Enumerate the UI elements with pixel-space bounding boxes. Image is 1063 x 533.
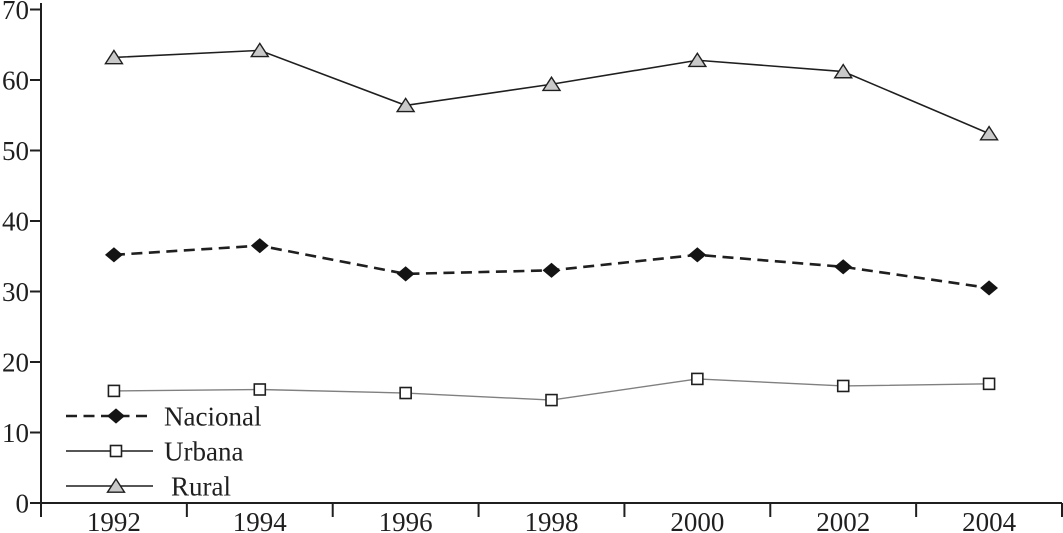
series-urbana-point-1992-square-marker — [107, 384, 121, 398]
legend-label-urbana: Urbana — [164, 436, 243, 466]
y-axis-tick-label: 30 — [2, 277, 29, 307]
series-nacional-point-2002-diamond-marker — [834, 259, 853, 275]
series-nacional-point-1994-diamond-marker — [250, 238, 269, 254]
legend-label-nacional: Nacional — [164, 401, 261, 431]
series-nacional-point-1992-diamond-marker — [105, 247, 123, 263]
legend-label-rural: Rural — [171, 471, 231, 501]
series-rural-point-1992-triangle-marker — [104, 49, 124, 65]
x-axis-tick-label: 1992 — [87, 507, 141, 533]
series-nacional-point-1996-diamond-marker — [396, 266, 415, 282]
series-urbana-point-1994-square-marker — [253, 383, 267, 396]
x-axis-tick-label: 2004 — [962, 507, 1017, 533]
series-line-rural — [113, 49, 990, 135]
series-rural-point-1994-triangle-marker — [250, 42, 270, 58]
series-urbana-point-2000-square-marker — [691, 372, 704, 386]
x-axis-tick-label: 2000 — [670, 507, 724, 533]
x-axis-tick-label: 1994 — [233, 507, 288, 533]
series-urbana-point-1998-square-marker — [545, 393, 558, 407]
x-axis-tick-label: 1998 — [525, 507, 579, 533]
y-axis-tick-label: 0 — [16, 488, 30, 518]
series-urbana-point-2004-square-marker — [982, 377, 996, 391]
y-axis-tick-label: 40 — [2, 206, 29, 236]
y-axis-tick-label: 20 — [2, 347, 29, 377]
legend-nacional-diamond-marker — [107, 408, 125, 424]
series-nacional-point-2000-diamond-marker — [688, 247, 707, 263]
y-axis-tick-label: 10 — [2, 418, 29, 448]
x-axis-tick-label: 2002 — [816, 507, 870, 533]
series-urbana-point-2002-square-marker — [836, 379, 850, 393]
legend-urbana-square-marker — [109, 444, 123, 458]
series-nacional-point-1998-diamond-marker — [542, 262, 561, 278]
series-nacional-point-2004-diamond-marker — [980, 280, 998, 296]
series-rural-point-1998-triangle-marker — [541, 75, 562, 92]
series-rural-point-1996-triangle-marker — [395, 97, 416, 113]
y-axis-tick-label: 70 — [2, 0, 29, 25]
y-axis-tick-label: 60 — [2, 65, 29, 95]
series-rural-point-2002-triangle-marker — [833, 63, 853, 79]
y-axis-tick-label: 50 — [2, 136, 29, 166]
series-rural-point-2000-triangle-marker — [687, 51, 708, 68]
series-rural-point-2004-triangle-marker — [979, 125, 999, 141]
legend-rural-triangle-marker — [106, 477, 126, 493]
x-axis-tick-label: 1996 — [379, 507, 433, 533]
series-urbana-point-1996-square-marker — [399, 386, 412, 400]
